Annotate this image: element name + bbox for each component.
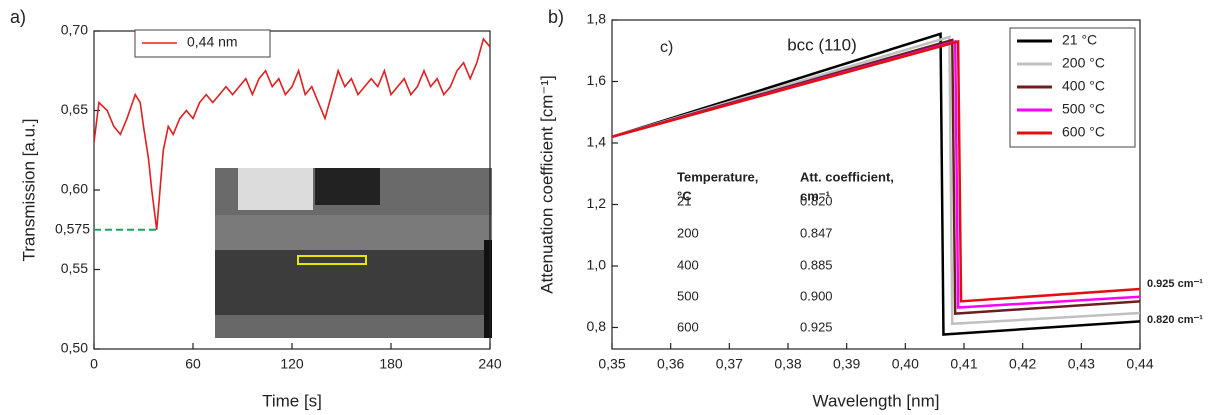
table-cell: 0.885 [800,257,833,272]
x-tick-label: 60 [185,356,201,372]
image-band [215,215,492,250]
y-axis-label: Transmission [a.u.] [19,119,38,262]
legend-label: 600 °C [1062,124,1105,140]
table-cell: 0.900 [800,288,833,303]
x-tick-label: 0,43 [1068,356,1095,372]
table-cell: 21 [677,193,691,208]
panel-label: b) [548,7,564,27]
y-tick-label: 1,6 [587,72,607,88]
end-label: 0.925 cm⁻¹ [1147,278,1203,290]
image-band [215,250,492,315]
table-cell: 0.820 [800,193,833,208]
table-cell: 0.925 [800,319,833,334]
y-tick-label: 1,4 [587,134,607,150]
table-cell: 0.847 [800,225,833,240]
y-axis-label: Attenuation coefficient [cm⁻¹] [537,75,556,293]
x-tick-label: 180 [379,356,403,372]
legend-label: 400 °C [1062,78,1105,94]
axes-frame [611,19,1141,350]
y-tick-label: 0,60 [61,181,88,197]
table-cell: 200 [677,225,699,240]
inset-title: bcc (110) [787,35,857,54]
marker-label: 0,575 [55,220,90,236]
x-tick-label: 0,38 [774,356,801,372]
y-tick-label: 1,0 [587,257,607,273]
x-axis-label: Wavelength [nm] [813,391,940,410]
y-tick-label: 0,8 [587,318,607,334]
x-tick-label: 120 [280,356,304,372]
roi-box [297,255,367,265]
table-cell: 500 [677,288,699,303]
x-tick-label: 0,41 [950,356,977,372]
x-tick-label: 240 [478,356,502,372]
x-tick-label: 0 [90,356,98,372]
x-axis-label: Time [s] [262,391,322,410]
y-tick-label: 0,65 [61,101,88,117]
image-block [315,168,380,205]
end-label: 0.820 cm⁻¹ [1147,314,1203,326]
panel-label: a) [10,7,26,27]
y-tick-label: 0,50 [61,340,88,356]
x-tick-label: 0,44 [1126,356,1153,372]
x-tick-label: 0,40 [892,356,919,372]
image-block [238,168,313,210]
table-header: Temperature, [677,169,758,184]
image-band [215,315,492,338]
legend-label: 200 °C [1062,55,1105,71]
table-header: °C [677,188,692,203]
table-header: cm⁻¹ [800,188,830,203]
x-tick-label: 0,36 [657,356,684,372]
inset-panel-label: c) [660,39,673,56]
y-tick-label: 0,70 [61,22,88,38]
x-tick-label: 0,42 [1009,356,1036,372]
series-line [612,32,1140,336]
series-line [612,39,1140,303]
legend-label: 500 °C [1062,101,1105,117]
x-tick-label: 0,39 [833,356,860,372]
y-tick-label: 1,8 [587,11,607,27]
table-cell: 400 [677,257,699,272]
legend-label: 21 °C [1062,32,1097,48]
legend-label: 0,44 nm [187,34,238,50]
series-line [94,37,490,230]
image-bar [484,240,492,338]
table-header: Att. coefficient, [800,169,894,184]
y-tick-label: 0,55 [61,260,88,276]
table-cell: 600 [677,319,699,334]
inset-image [215,168,492,338]
x-tick-label: 0,35 [598,356,625,372]
y-tick-label: 1,2 [587,195,607,211]
series-line [612,35,1140,326]
x-tick-label: 0,37 [716,356,743,372]
